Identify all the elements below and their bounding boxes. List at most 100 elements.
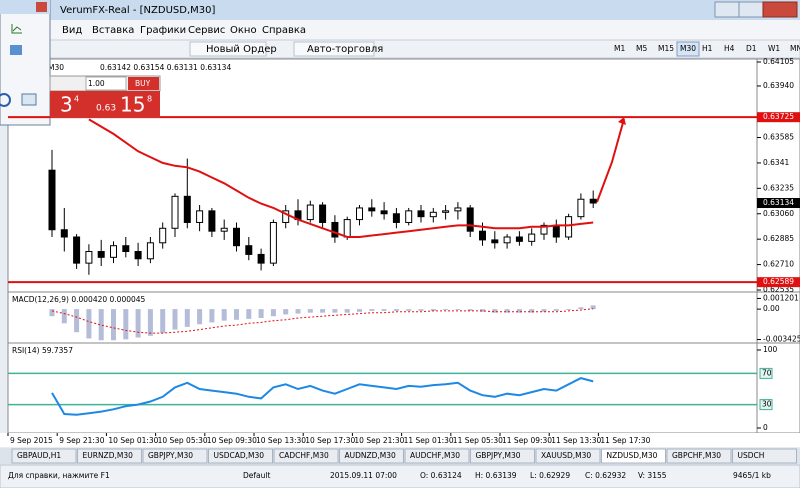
macd-bar — [406, 309, 412, 311]
sell-price-frac[interactable]: 4 — [74, 95, 79, 104]
candle-body — [515, 236, 523, 242]
lot-value[interactable]: 1.00 — [88, 79, 105, 88]
macd-bar — [553, 309, 559, 311]
candle-body — [442, 210, 450, 213]
new-order-button[interactable] — [189, 41, 267, 57]
chart-tab-label[interactable]: AUDNZD,M30 — [345, 451, 397, 460]
price-tag — [757, 112, 800, 123]
chart-tab-label[interactable]: USDCAD,M30 — [214, 451, 265, 460]
floating-toolbar — [0, 0, 51, 126]
chart-tab-label[interactable]: AUDCHF,M30 — [410, 451, 460, 460]
menu-item[interactable]: Вставка — [92, 25, 134, 36]
close-button[interactable] — [762, 1, 798, 18]
macd-bar — [369, 309, 375, 311]
status-field: O: 0.63124 — [420, 471, 462, 480]
timeframe-button[interactable]: M15 — [658, 44, 674, 53]
icon-zoom[interactable] — [0, 93, 11, 107]
chart-tab-label[interactable]: GBPAUD,H1 — [17, 451, 61, 460]
y-tick-label: 0.63585 — [763, 133, 794, 142]
buy-price-frac[interactable]: 8 — [147, 95, 152, 104]
macd-bar — [61, 309, 67, 324]
chart-tab[interactable] — [404, 448, 470, 464]
price-tag-label: 0.63725 — [763, 112, 794, 121]
candle-body — [146, 242, 154, 260]
macd-bar — [393, 309, 399, 311]
macd-bar — [160, 309, 166, 334]
chart-tab-label[interactable]: GBPCHF,M30 — [672, 451, 721, 460]
icon-template[interactable] — [21, 93, 37, 106]
chart-tab-label[interactable]: GBPJPY,M30 — [148, 451, 193, 460]
chart-tab-label[interactable]: XAUUSD,M30 — [541, 451, 591, 460]
auto-trading-label[interactable]: Авто-торговля — [307, 44, 383, 55]
timeframe-button[interactable]: MN — [790, 44, 800, 53]
time-label: 10 Sep 01:30 — [108, 436, 158, 445]
maximize-button[interactable] — [738, 1, 764, 18]
chart-tab-label[interactable]: CADCHF,M30 — [279, 451, 329, 460]
chart-tab-label[interactable]: GBPJPY,M30 — [476, 451, 521, 460]
buy-label[interactable]: BUY — [135, 79, 151, 88]
auto-trading-button[interactable] — [293, 41, 375, 57]
timeframe-button[interactable]: H1 — [702, 44, 713, 53]
sell-price-box[interactable] — [50, 91, 86, 118]
timeframe-button[interactable]: M5 — [636, 44, 647, 53]
buy-price-prefix[interactable]: 0.63 — [96, 104, 116, 114]
minimize-button[interactable] — [714, 1, 740, 18]
price-tag-label: 0.62589 — [763, 277, 794, 286]
menu-item[interactable]: Графики — [140, 25, 186, 36]
chart-tab[interactable] — [470, 448, 535, 464]
macd-bar — [578, 307, 584, 310]
status-field: L: 0.62929 — [530, 471, 570, 480]
y-tick-label: 0.63235 — [763, 183, 794, 192]
menu-item[interactable]: Вид — [62, 25, 82, 36]
chart-tab[interactable] — [11, 448, 77, 464]
title-bar — [0, 0, 800, 20]
macd-bar — [147, 309, 153, 336]
rsi-level-tag — [759, 399, 773, 411]
icon-chart[interactable] — [11, 24, 22, 34]
menu-item[interactable]: Справка — [262, 25, 306, 36]
candle-body — [405, 210, 413, 223]
timeframe-button[interactable]: M1 — [614, 44, 625, 53]
timeframe-button[interactable]: M30 — [680, 44, 696, 53]
sell-price-big[interactable]: 3 — [60, 93, 73, 117]
candle-body — [417, 210, 425, 218]
time-label: 9 Sep 2015 — [10, 436, 53, 445]
macd-bar — [123, 309, 129, 340]
chart-tab[interactable] — [273, 448, 339, 464]
chart-tab-label[interactable]: NZDUSD,M30 — [607, 451, 658, 460]
rsi-tick-label: 0 — [763, 423, 768, 432]
chart-tab[interactable] — [535, 448, 601, 464]
chart-tab[interactable] — [77, 448, 142, 464]
macd-label: MACD(12,26,9) 0.000420 0.000045 — [12, 295, 146, 304]
timeframe-button[interactable]: D1 — [746, 44, 757, 53]
macd-bar — [49, 309, 55, 317]
chart-tab[interactable] — [339, 448, 404, 464]
chart-tab[interactable] — [666, 448, 732, 464]
macd-bar — [357, 309, 362, 312]
floating-close[interactable] — [36, 2, 47, 12]
chart-tab[interactable] — [732, 448, 797, 464]
timeframe-button[interactable]: H4 — [724, 44, 735, 53]
candle-body — [577, 198, 585, 218]
buy-price-big[interactable]: 15 — [120, 93, 145, 117]
candle-body — [134, 251, 142, 260]
chart-tab-label[interactable]: EURNZD,M30 — [83, 451, 134, 460]
macd-bar — [270, 309, 276, 317]
time-label: 9 Sep 21:30 — [59, 436, 105, 445]
new-order-label[interactable]: Новый Ордер — [206, 44, 277, 55]
chart-tab[interactable] — [208, 448, 273, 464]
chart-tab[interactable] — [601, 448, 666, 464]
candle-body — [392, 213, 400, 223]
menu-item[interactable]: Окно — [230, 25, 257, 36]
lot-input[interactable] — [85, 76, 127, 91]
timeframe-button[interactable]: W1 — [768, 44, 780, 53]
candle-body — [540, 224, 548, 235]
candle-body — [196, 210, 204, 223]
buy-button[interactable] — [128, 77, 159, 90]
buy-price-box[interactable] — [86, 91, 160, 118]
menu-item[interactable]: Сервис — [188, 25, 225, 36]
icon-windows[interactable] — [10, 45, 22, 55]
chart-tab-label[interactable]: USDCH — [738, 451, 765, 460]
macd-tick-label: 0.001201 — [763, 293, 799, 302]
chart-tab[interactable] — [142, 448, 208, 464]
